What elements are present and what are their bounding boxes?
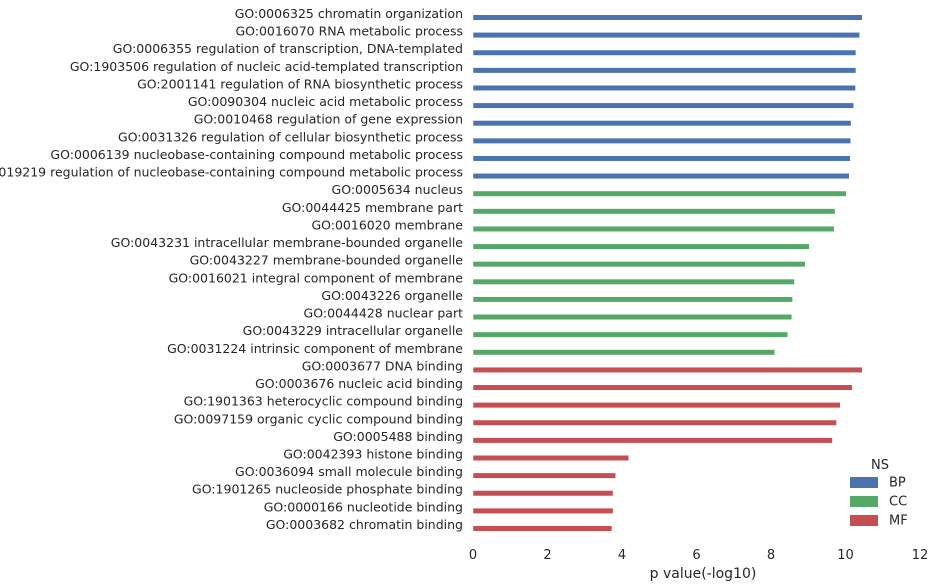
x-tick-label: 0 xyxy=(469,548,477,563)
legend-label-bp: BP xyxy=(889,476,906,491)
bar-mf xyxy=(472,402,841,409)
bar-cc xyxy=(472,314,793,321)
category-label: GO:0019219 regulation of nucleobase-cont… xyxy=(0,165,463,180)
x-tick-label: 8 xyxy=(767,548,775,563)
category-label: GO:0097159 organic cyclic compound bindi… xyxy=(174,411,463,426)
bar-bp xyxy=(472,155,851,162)
category-label: GO:0043229 intracellular organelle xyxy=(243,323,464,338)
category-label: GO:0031326 regulation of cellular biosyn… xyxy=(118,129,463,144)
legend-swatch-mf xyxy=(850,515,878,526)
bar-bp xyxy=(472,102,854,109)
x-tick-label: 10 xyxy=(837,548,854,563)
x-tick-label: 12 xyxy=(912,548,929,563)
category-label: GO:0044428 nuclear part xyxy=(304,306,464,321)
bar-bp xyxy=(472,137,851,144)
bar-cc xyxy=(472,349,775,356)
bar-cc xyxy=(472,225,835,232)
bar-cc xyxy=(472,208,836,215)
bar-cc xyxy=(472,278,795,285)
category-label: GO:0006139 nucleobase-containing compoun… xyxy=(50,147,463,162)
legend-swatch-cc xyxy=(850,496,878,507)
category-label: GO:0044425 membrane part xyxy=(282,200,463,215)
bar-bp xyxy=(472,173,850,180)
bar-mf xyxy=(472,507,614,514)
category-label: GO:2001141 regulation of RNA biosyntheti… xyxy=(137,76,463,91)
bar-bp xyxy=(472,120,852,127)
bar-cc xyxy=(472,243,810,250)
bar-mf xyxy=(472,419,837,426)
category-label: GO:0010468 regulation of gene expression xyxy=(194,112,463,127)
category-label: GO:0043231 intracellular membrane-bounde… xyxy=(111,235,464,250)
legend-title: NS xyxy=(871,458,889,473)
bar-cc xyxy=(472,261,806,268)
category-label: GO:0003677 DNA binding xyxy=(302,358,463,373)
category-label: GO:0016021 integral component of membran… xyxy=(169,270,464,285)
bar-mf xyxy=(472,366,863,373)
x-tick-label: 2 xyxy=(543,548,551,563)
bar-mf xyxy=(472,472,616,479)
bar-cc xyxy=(472,190,847,197)
category-label: GO:0000166 nucleotide binding xyxy=(264,499,463,514)
bar-cc xyxy=(472,296,793,303)
category-label: GO:0042393 histone binding xyxy=(283,447,463,462)
bar-cc xyxy=(472,331,789,338)
category-label: GO:0031224 intrinsic component of membra… xyxy=(167,341,463,356)
legend-label-mf: MF xyxy=(889,514,908,529)
category-label: GO:0036094 small molecule binding xyxy=(235,464,463,479)
x-tick-label: 6 xyxy=(692,548,700,563)
bar-mf xyxy=(472,525,613,532)
category-label: GO:0003682 chromatin binding xyxy=(266,517,463,532)
x-tick-label: 4 xyxy=(618,548,626,563)
bar-mf xyxy=(472,455,629,461)
bar-mf xyxy=(472,384,853,391)
legend: NS BP CC MF xyxy=(850,458,908,529)
category-label: GO:0006325 chromatin organization xyxy=(235,6,463,21)
category-label: GO:0005634 nucleus xyxy=(332,182,463,197)
category-label: GO:0006355 regulation of transcription, … xyxy=(113,41,463,56)
bar-mf xyxy=(472,490,614,497)
bar-mf xyxy=(472,437,833,444)
bar-bp xyxy=(472,49,857,56)
legend-swatch-bp xyxy=(850,477,878,488)
category-label: GO:0003676 nucleic acid binding xyxy=(255,376,463,391)
category-label: GO:0005488 binding xyxy=(333,429,463,444)
x-axis-title: p value(-log10) xyxy=(650,566,757,582)
category-labels: GO:0006325 chromatin organization GO:0016… xyxy=(0,6,463,532)
bars-layer xyxy=(472,14,863,532)
category-label: GO:0016070 RNA metabolic process xyxy=(235,24,463,39)
category-label: GO:1903506 regulation of nucleic acid-te… xyxy=(70,59,463,74)
category-label: GO:1901265 nucleoside phosphate binding xyxy=(192,482,463,497)
category-label: GO:0043226 organelle xyxy=(321,288,463,303)
category-label: GO:0016020 membrane xyxy=(311,217,463,232)
category-label: GO:0043227 membrane-bounded organelle xyxy=(190,253,464,268)
category-label: GO:0090304 nucleic acid metabolic proces… xyxy=(188,94,463,109)
bar-bp xyxy=(472,84,856,91)
bar-bp xyxy=(472,67,857,74)
bar-bp xyxy=(472,14,863,21)
legend-label-cc: CC xyxy=(889,495,907,510)
bar-bp xyxy=(472,32,860,39)
category-label: GO:1901363 heterocyclic compound binding xyxy=(184,394,463,409)
x-axis-ticks: 0 2 4 6 8 10 12 xyxy=(469,548,928,563)
